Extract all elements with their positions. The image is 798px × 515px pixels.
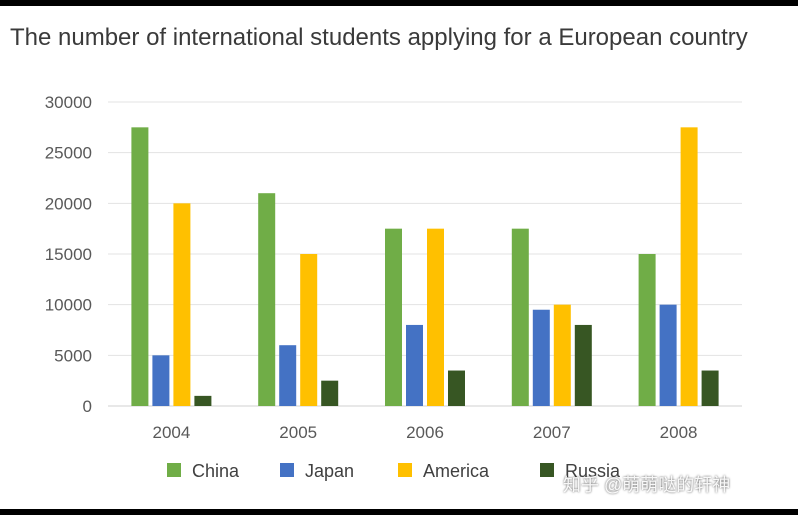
- gridlines: [108, 101, 742, 407]
- bar-america-2007: [553, 304, 571, 406]
- x-tick-label: 2006: [406, 423, 444, 442]
- x-tick-label: 2007: [533, 423, 571, 442]
- bar-china-2006: [385, 228, 402, 406]
- bar-japan-2007: [532, 309, 550, 406]
- bar-america-2004: [173, 203, 191, 406]
- y-tick-label: 10000: [45, 296, 92, 315]
- bar-russia-2007: [574, 324, 592, 406]
- bar-america-2008: [680, 127, 698, 406]
- legend-swatch-japan: [280, 463, 294, 477]
- x-axis: 2004 2005 2006 2007 2008: [152, 423, 697, 442]
- legend-swatch-russia: [540, 463, 554, 477]
- y-tick-label: 0: [83, 397, 92, 416]
- bar-america-2006: [427, 228, 444, 406]
- y-tick-label: 15000: [45, 245, 92, 264]
- y-axis: 0 5000 10000 15000 20000 25000 30000: [45, 93, 92, 416]
- y-tick-label: 5000: [54, 346, 92, 365]
- bar-russia-2004: [194, 395, 212, 406]
- bar-china-2008: [638, 254, 656, 406]
- legend-label-america: America: [423, 461, 490, 481]
- x-tick-label: 2004: [152, 423, 190, 442]
- legend-label-china: China: [192, 461, 240, 481]
- bar-russia-2008: [701, 370, 719, 406]
- watermark: 知乎 @萌萌哒的轩神: [563, 475, 731, 495]
- x-tick-label: 2005: [279, 423, 317, 442]
- bars: [131, 127, 719, 406]
- bar-japan-2008: [659, 304, 677, 406]
- legend-label-japan: Japan: [305, 461, 354, 481]
- bar-china-2004: [131, 127, 149, 406]
- bar-china-2005: [258, 193, 276, 406]
- legend-swatch-china: [167, 463, 181, 477]
- y-tick-label: 20000: [45, 194, 92, 213]
- y-tick-label: 25000: [45, 144, 92, 163]
- legend-swatch-america: [398, 463, 412, 477]
- bar-china-2007: [511, 228, 529, 406]
- chart-frame: The number of international students app…: [0, 6, 798, 509]
- bar-japan-2005: [279, 345, 297, 406]
- bar-america-2005: [300, 254, 318, 406]
- chart-title: The number of international students app…: [10, 24, 748, 51]
- bar-russia-2005: [321, 380, 339, 406]
- bar-japan-2006: [406, 324, 423, 406]
- bar-russia-2006: [448, 370, 465, 406]
- legend-label-russia: Russia: [565, 461, 621, 481]
- bar-japan-2004: [152, 355, 170, 406]
- y-tick-label: 30000: [45, 93, 92, 112]
- x-tick-label: 2008: [660, 423, 698, 442]
- legend: China Japan America Russia: [167, 461, 621, 481]
